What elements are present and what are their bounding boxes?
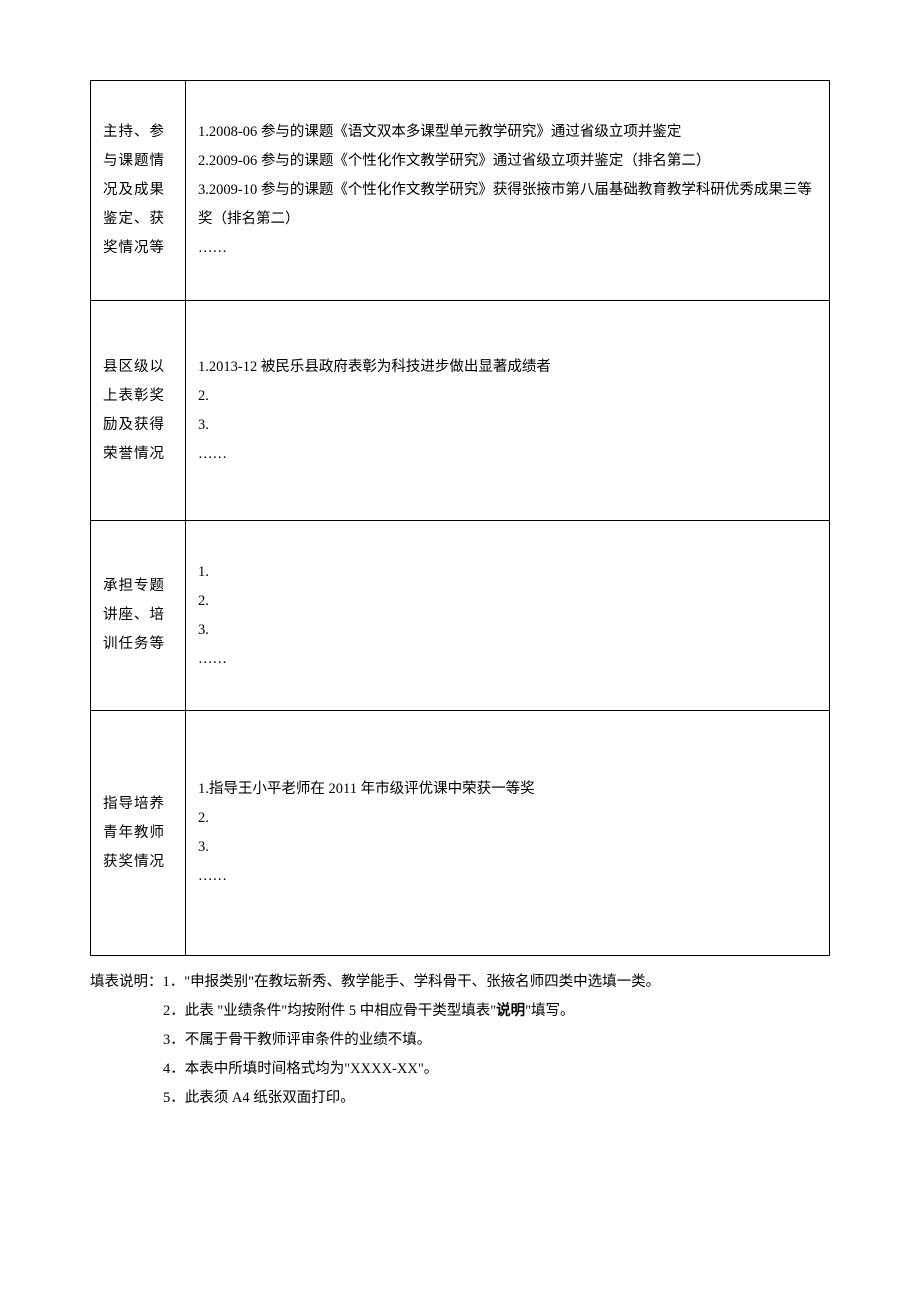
content-line: 2. bbox=[198, 587, 817, 616]
row-label-3: 指导培养青年教师获奖情况 bbox=[91, 711, 186, 956]
content-line: 1.2013-12 被民乐县政府表彰为科技进步做出显著成绩者 bbox=[198, 353, 817, 382]
form-table: 主持、参与课题情况及成果鉴定、获奖情况等 1.2008-06 参与的课题《语文双… bbox=[90, 80, 830, 956]
content-ellipsis: …… bbox=[198, 862, 817, 891]
note-item-3: 3． 不属于骨干教师评审条件的业绩不填。 bbox=[90, 1026, 830, 1055]
content-ellipsis: …… bbox=[198, 440, 817, 469]
row-label-1: 县区级以上表彰奖励及获得荣誉情况 bbox=[91, 301, 186, 521]
note-text: "申报类别"在教坛新秀、教学能手、学科骨干、张掖名师四类中选填一类。 bbox=[184, 968, 660, 997]
note-num: 3． bbox=[163, 1026, 185, 1055]
content-ellipsis: …… bbox=[198, 234, 817, 263]
label-text: 承担专题讲座、培训任务等 bbox=[103, 578, 165, 652]
note-num: 4． bbox=[163, 1055, 185, 1084]
notes-section: 填表说明： 1． "申报类别"在教坛新秀、教学能手、学科骨干、张掖名师四类中选填… bbox=[90, 968, 830, 1113]
label-text: 主持、参与课题情况及成果鉴定、获奖情况等 bbox=[103, 124, 165, 256]
content-line: 2. bbox=[198, 382, 817, 411]
content-line: 1. bbox=[198, 558, 817, 587]
content-line: 3.2009-10 参与的课题《个性化作文教学研究》获得张掖市第八届基础教育教学… bbox=[198, 176, 817, 234]
content-line: 3. bbox=[198, 411, 817, 440]
content-line: 1.指导王小平老师在 2011 年市级评优课中荣获一等奖 bbox=[198, 775, 817, 804]
note-item-2: 2． 此表 "业绩条件"均按附件 5 中相应骨干类型填表"说明"填写。 bbox=[90, 997, 830, 1026]
notes-prefix: 填表说明： bbox=[90, 968, 163, 997]
note-num: 2． bbox=[163, 997, 185, 1026]
note-num: 1． bbox=[163, 968, 185, 997]
content-line: 3. bbox=[198, 616, 817, 645]
content-ellipsis: …… bbox=[198, 645, 817, 674]
content-line: 1.2008-06 参与的课题《语文双本多课型单元教学研究》通过省级立项并鉴定 bbox=[198, 118, 817, 147]
note-num: 5． bbox=[163, 1084, 185, 1113]
note-text-before: 此表 "业绩条件"均按附件 5 中相应骨干类型填表" bbox=[185, 1003, 496, 1019]
content-line: 2. bbox=[198, 804, 817, 833]
note-text: 本表中所填时间格式均为"XXXX-XX"。 bbox=[185, 1055, 439, 1084]
row-label-0: 主持、参与课题情况及成果鉴定、获奖情况等 bbox=[91, 81, 186, 301]
note-text: 此表须 A4 纸张双面打印。 bbox=[185, 1084, 355, 1113]
note-item-5: 5． 此表须 A4 纸张双面打印。 bbox=[90, 1084, 830, 1113]
note-text: 不属于骨干教师评审条件的业绩不填。 bbox=[185, 1026, 432, 1055]
content-line: 3. bbox=[198, 833, 817, 862]
row-label-2: 承担专题讲座、培训任务等 bbox=[91, 521, 186, 711]
note-item-1: 填表说明： 1． "申报类别"在教坛新秀、教学能手、学科骨干、张掖名师四类中选填… bbox=[90, 968, 830, 997]
row-content-2: 1. 2. 3. …… bbox=[186, 521, 830, 711]
content-line: 2.2009-06 参与的课题《个性化作文教学研究》通过省级立项并鉴定（排名第二… bbox=[198, 147, 817, 176]
row-content-1: 1.2013-12 被民乐县政府表彰为科技进步做出显著成绩者 2. 3. …… bbox=[186, 301, 830, 521]
note-item-4: 4． 本表中所填时间格式均为"XXXX-XX"。 bbox=[90, 1055, 830, 1084]
row-content-3: 1.指导王小平老师在 2011 年市级评优课中荣获一等奖 2. 3. …… bbox=[186, 711, 830, 956]
label-text: 指导培养青年教师获奖情况 bbox=[103, 796, 165, 870]
label-text: 县区级以上表彰奖励及获得荣誉情况 bbox=[103, 359, 165, 462]
row-content-0: 1.2008-06 参与的课题《语文双本多课型单元教学研究》通过省级立项并鉴定 … bbox=[186, 81, 830, 301]
note-text-bold: 说明 bbox=[496, 1003, 525, 1019]
note-text-after: "填写。 bbox=[525, 1003, 574, 1019]
